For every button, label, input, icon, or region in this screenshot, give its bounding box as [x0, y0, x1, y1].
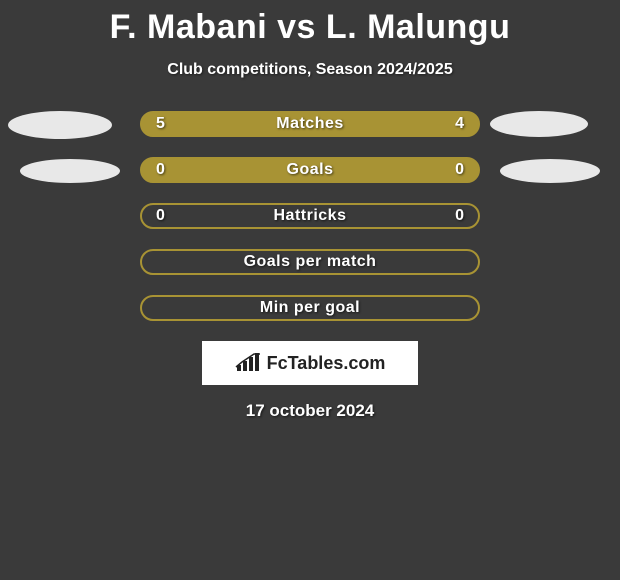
- vs-text: vs: [277, 8, 316, 46]
- stat-left-value: 5: [156, 115, 165, 133]
- avatar-ellipse: [8, 111, 112, 139]
- stat-bar: 0 Goals 0: [140, 157, 480, 183]
- avatar-ellipse: [490, 111, 588, 137]
- stat-right-value: 0: [455, 161, 464, 179]
- stat-row: Min per goal: [0, 295, 620, 321]
- stat-bar: Min per goal: [140, 295, 480, 321]
- stat-left-value: 0: [156, 161, 165, 179]
- logo-text: FcTables.com: [267, 353, 386, 374]
- avatar-ellipse: [20, 159, 120, 183]
- stat-right-value: 0: [455, 207, 464, 225]
- logo-box: FcTables.com: [202, 341, 418, 385]
- comparison-title: F. Mabani vs L. Malungu: [0, 0, 620, 47]
- stat-left-value: 0: [156, 207, 165, 225]
- stat-label: Min per goal: [260, 299, 360, 317]
- date: 17 october 2024: [0, 401, 620, 421]
- stat-bar: 5 Matches 4: [140, 111, 480, 137]
- stat-label: Goals per match: [244, 253, 377, 271]
- stats-area: 5 Matches 4 0 Goals 0 0 Hattricks 0 Goals per mat…: [0, 111, 620, 321]
- chart-icon: [235, 353, 261, 373]
- stat-label: Goals: [287, 161, 334, 179]
- player2-name: L. Malungu: [326, 8, 510, 46]
- player1-name: F. Mabani: [110, 8, 268, 46]
- stat-right-value: 4: [455, 115, 464, 133]
- stat-bar: 0 Hattricks 0: [140, 203, 480, 229]
- stat-label: Hattricks: [274, 207, 347, 225]
- stat-label: Matches: [276, 115, 344, 133]
- stat-bar: Goals per match: [140, 249, 480, 275]
- subtitle: Club competitions, Season 2024/2025: [0, 61, 620, 79]
- stat-row: Goals per match: [0, 249, 620, 275]
- stat-row: 0 Hattricks 0: [0, 203, 620, 229]
- avatar-ellipse: [500, 159, 600, 183]
